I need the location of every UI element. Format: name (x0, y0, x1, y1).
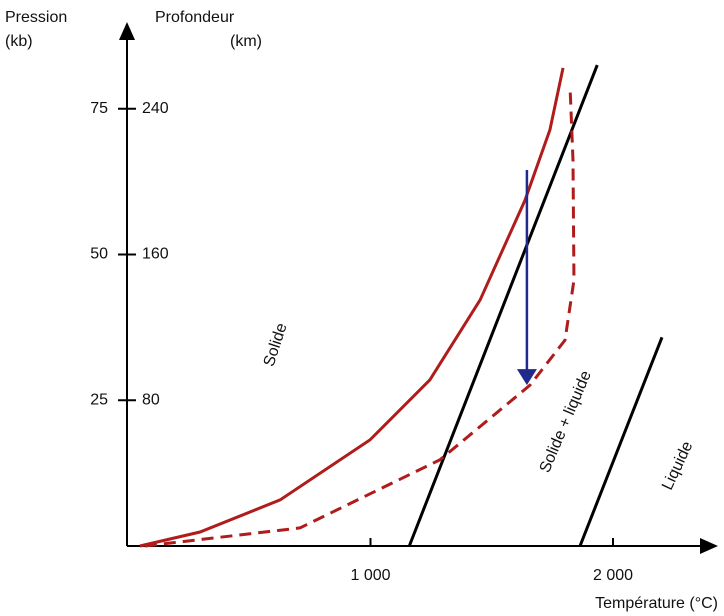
y-tick-label: 75 (90, 100, 108, 117)
axis-arrow (119, 22, 135, 40)
x-tick-label: 2 000 (593, 567, 633, 584)
y-tick-label: 50 (90, 246, 108, 263)
y2-tick-label: 240 (142, 100, 169, 117)
axis-arrow (700, 538, 718, 554)
y2-tick-label: 80 (142, 391, 160, 408)
x-tick-label: 1 000 (350, 567, 390, 584)
y-tick-label: 25 (90, 391, 108, 408)
y-label: Pression (5, 9, 67, 26)
y2-tick-label: 160 (142, 246, 169, 263)
curve (139, 67, 565, 548)
curve (144, 87, 576, 548)
arrow-head (516, 369, 537, 386)
y2-label: (km) (230, 33, 262, 50)
curve (407, 64, 599, 547)
region-label: Liquide (659, 439, 696, 493)
y2-label: Profondeur (155, 9, 235, 26)
x-label: Température (°C) (595, 595, 718, 612)
curve (578, 336, 664, 547)
y-label: (kb) (5, 33, 33, 50)
region-label: Solide + liquide (537, 368, 595, 475)
region-label: Solide (261, 321, 291, 369)
